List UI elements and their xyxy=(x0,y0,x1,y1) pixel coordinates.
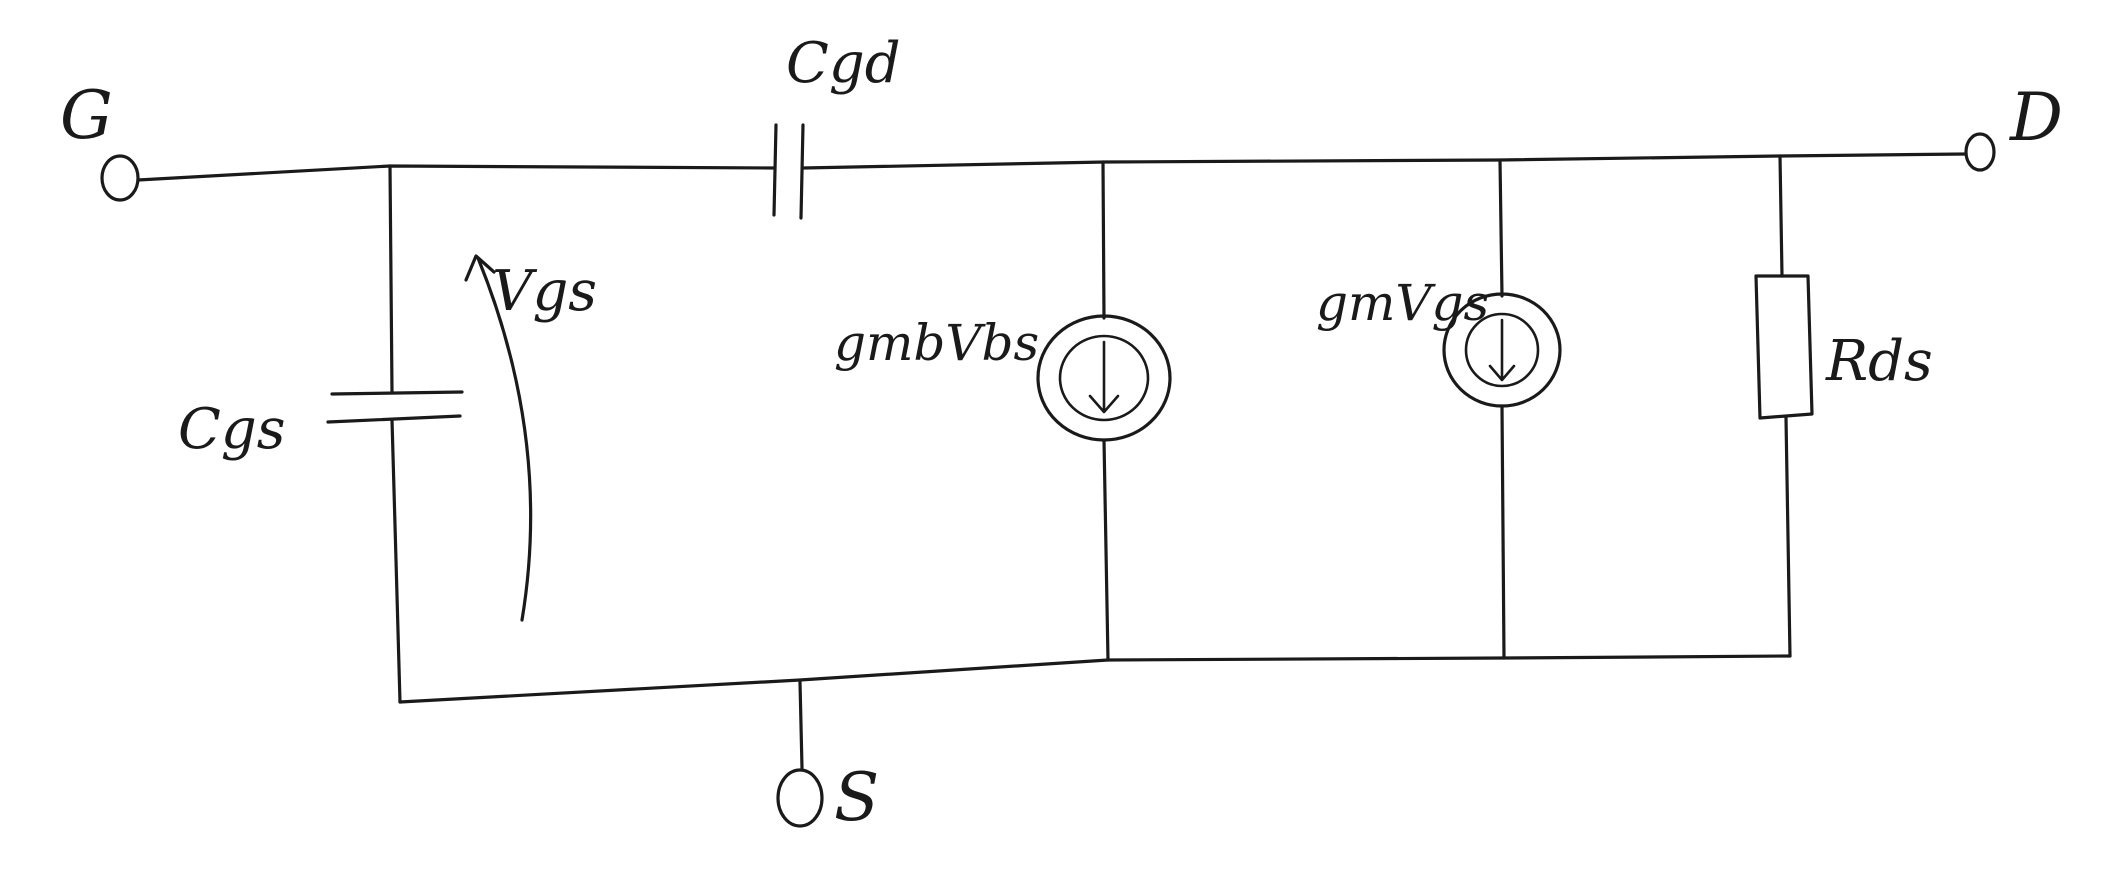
cgd-label: Cgd xyxy=(786,31,901,96)
gmb-current-source: gmbVbs xyxy=(834,160,1172,662)
source-label: S xyxy=(834,759,879,836)
gate-terminal: G xyxy=(60,77,140,202)
cgs-branch: Cgs xyxy=(178,164,464,704)
cgd-capacitor: Cgd xyxy=(772,31,901,220)
top-wire-left xyxy=(136,164,776,182)
drain-label: D xyxy=(2009,79,2063,156)
drain-terminal: D xyxy=(1964,79,2063,172)
bottom-wire xyxy=(398,654,1792,704)
rds-resistor: Rds xyxy=(1754,154,1933,658)
gmb-label: gmbVbs xyxy=(834,314,1039,372)
gm-current-source: gmVgs xyxy=(1316,158,1562,660)
cgs-label: Cgs xyxy=(178,397,285,462)
top-wire-right xyxy=(801,152,1968,170)
vgs-arrow: Vgs xyxy=(464,254,597,622)
gm-label: gmVgs xyxy=(1316,274,1489,332)
vgs-label: Vgs xyxy=(492,259,597,324)
source-terminal: S xyxy=(776,680,879,836)
rds-label: Rds xyxy=(1825,329,1933,394)
gate-label: G xyxy=(60,77,113,154)
